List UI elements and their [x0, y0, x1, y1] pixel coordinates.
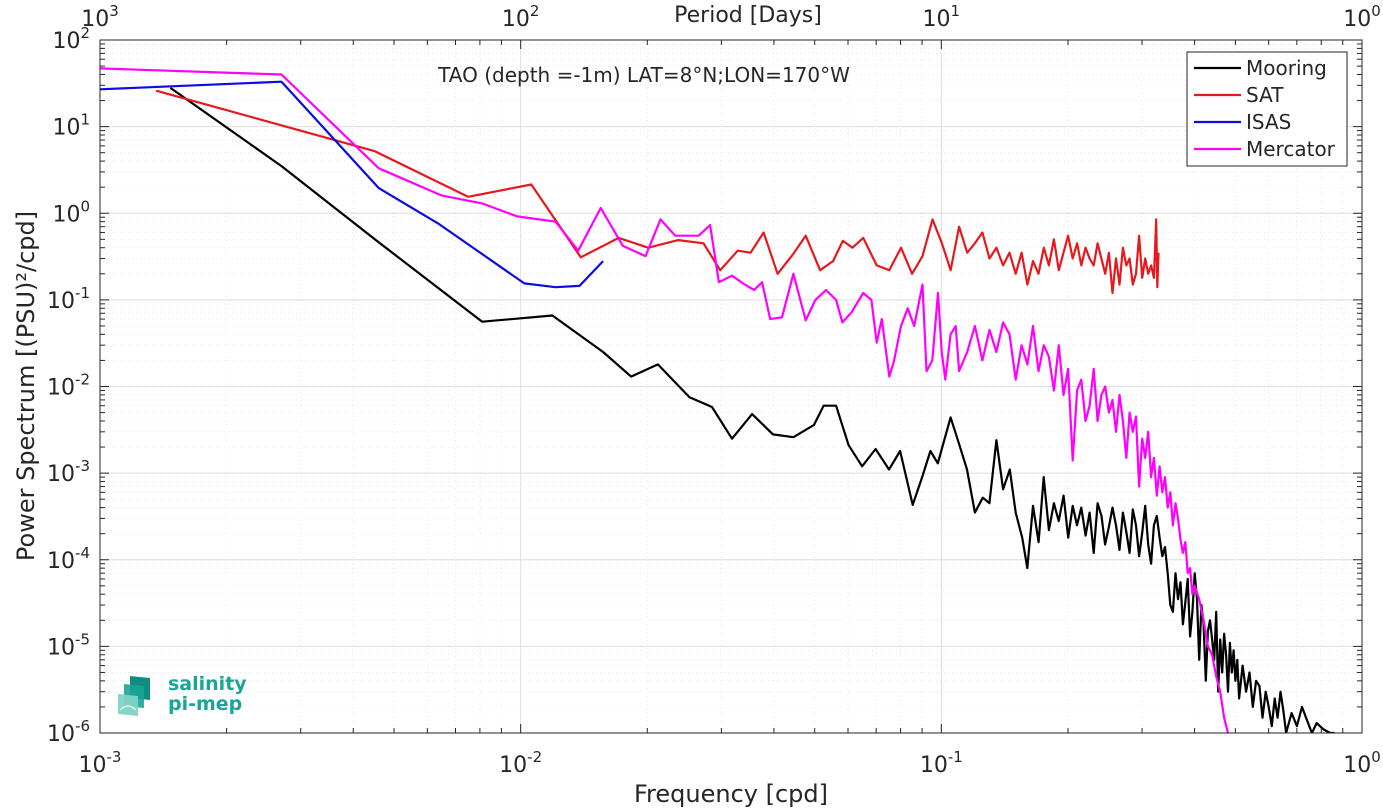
y-tick-label: 10-2 [47, 371, 90, 401]
x-tick-label: 100 [1343, 748, 1381, 778]
legend-label: Mooring [1246, 56, 1327, 80]
legend: Mooring SAT ISAS Mercator [1186, 51, 1348, 167]
x-tick-label: 10-2 [499, 748, 542, 778]
top-axis-label: Period [Days] [674, 3, 822, 28]
y-tick-label: 10-6 [47, 717, 90, 747]
legend-box [1186, 51, 1348, 167]
y-tick-label: 102 [52, 24, 90, 54]
series-line-mercator [100, 67, 1230, 733]
y-tick-label: 10-5 [47, 630, 90, 660]
top-tick-label: 100 [1343, 2, 1381, 32]
salinity-pi-mep-logo: salinity pi-mep [116, 672, 256, 722]
top-tick-label: 101 [923, 2, 961, 32]
legend-label: SAT [1246, 83, 1284, 107]
logo-mark-icon [118, 676, 150, 716]
series-line-isas [100, 80, 604, 289]
x-tick-label: 10-1 [920, 748, 963, 778]
y-tick-label: 100 [52, 197, 90, 227]
legend-label: Mercator [1246, 137, 1336, 161]
chart-title: TAO (depth =-1m) LAT=8°N;LON=170°W [437, 63, 850, 87]
top-tick-label: 103 [81, 2, 119, 32]
series-line-sat [155, 89, 1160, 295]
x-tick-label: 10-3 [79, 748, 122, 778]
series-group [100, 67, 1335, 733]
y-tick-label: 10-1 [47, 284, 90, 314]
tick-group [99, 40, 1362, 734]
legend-label: ISAS [1246, 110, 1291, 134]
series-line-mooring [169, 87, 1335, 733]
y-tick-label: 10-3 [47, 457, 90, 487]
x-axis-label: Frequency [cpd] [634, 780, 828, 808]
y-axis-label: Power Spectrum [(PSU)²/cpd] [12, 211, 40, 561]
top-tick-label: 102 [502, 2, 540, 32]
logo-wordmark: salinity pi-mep [168, 673, 247, 715]
y-tick-label: 101 [52, 111, 90, 141]
y-tick-label: 10-4 [47, 544, 90, 574]
